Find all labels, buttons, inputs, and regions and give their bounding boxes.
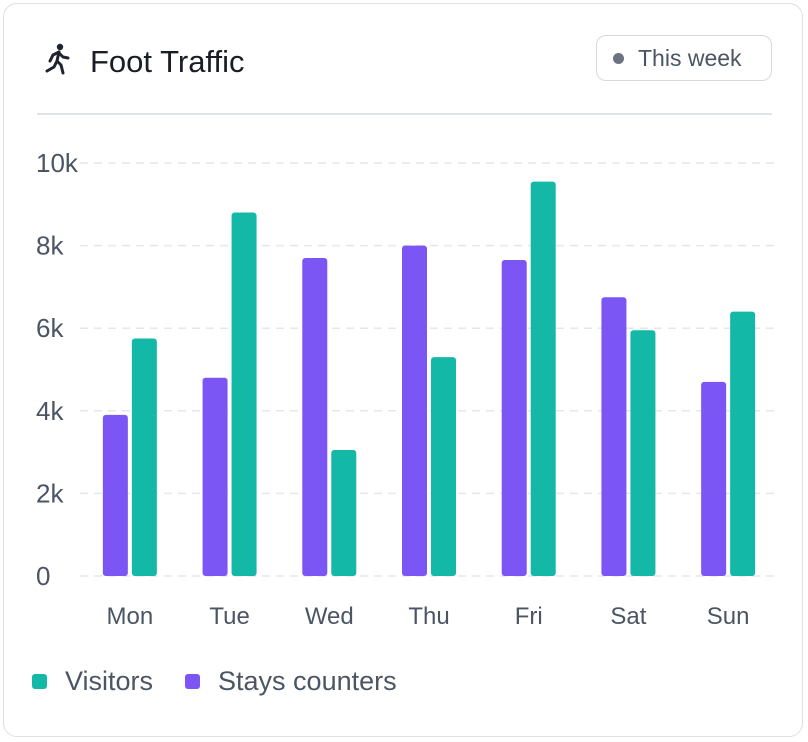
x-tick-label: Fri [515, 603, 543, 630]
x-tick-label: Thu [408, 603, 449, 630]
bar-stays [601, 297, 627, 576]
bar-stays [402, 245, 427, 576]
bar-visitors [630, 330, 656, 576]
period-selector-button[interactable]: This week [596, 35, 772, 81]
legend-label-visitors: Visitors [65, 666, 154, 696]
bar-visitors [231, 212, 257, 576]
y-tick-label: 4k [36, 396, 64, 426]
x-tick-label: Mon [107, 603, 154, 630]
y-tick-label: 2k [36, 478, 64, 508]
legend-item-visitors[interactable]: Visitors [32, 666, 153, 697]
y-tick-label: 10k [36, 148, 79, 178]
running-person-icon [45, 43, 70, 75]
bar-visitors [530, 181, 556, 576]
legend-swatch-stays [185, 674, 201, 689]
y-tick-label: 8k [36, 231, 64, 261]
x-tick-label: Sat [610, 603, 646, 630]
y-tick-label: 6k [36, 313, 64, 343]
bar-visitors [431, 357, 456, 576]
bar-visitors [730, 311, 756, 576]
chart-legend: Visitors Stays counters [32, 666, 429, 697]
bar-stays [501, 260, 527, 576]
y-tick-label: 0 [36, 561, 50, 591]
card-title: Foot Traffic [90, 44, 245, 79]
bar-visitors [331, 450, 357, 576]
x-tick-label: Sun [707, 603, 750, 630]
period-label: This week [638, 44, 742, 71]
period-dot-icon [613, 52, 624, 64]
bar-visitors [131, 338, 157, 576]
x-tick-label: Wed [305, 603, 354, 630]
bar-stays [701, 381, 727, 576]
bar-stays [302, 257, 328, 576]
x-tick-label: Tue [209, 603, 249, 630]
legend-item-stays[interactable]: Stays counters [185, 666, 397, 697]
bar-stays [102, 414, 128, 576]
bar-stays [202, 377, 228, 576]
card-header: Foot Traffic This week [4, 4, 802, 114]
header-divider [37, 113, 772, 115]
legend-label-stays: Stays counters [218, 666, 397, 696]
legend-swatch-visitors [32, 674, 47, 689]
